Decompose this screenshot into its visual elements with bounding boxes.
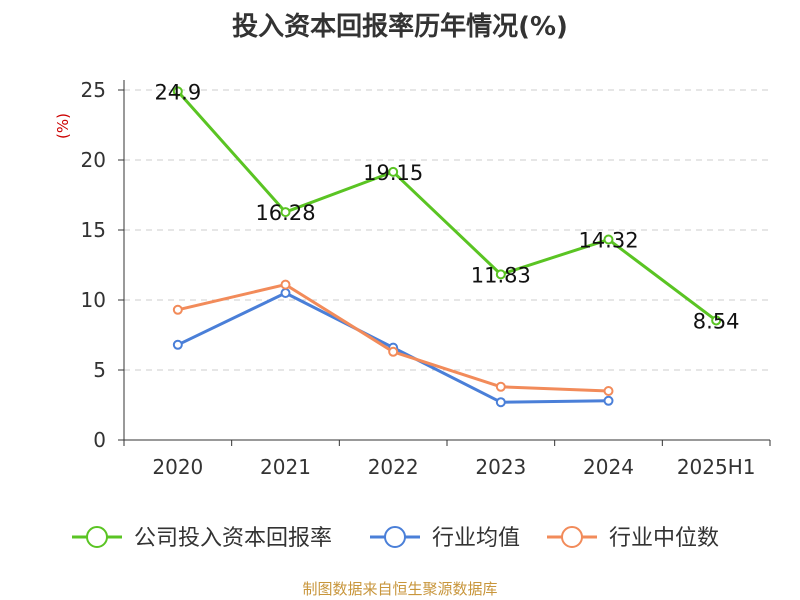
data-label: 24.9	[154, 80, 201, 104]
data-label: 8.54	[693, 309, 740, 333]
chart-title: 投入资本回报率历年情况(%)	[232, 12, 568, 42]
series-line	[176, 90, 718, 322]
data-point	[603, 234, 614, 245]
data-label: 16.28	[255, 201, 315, 225]
data-point	[388, 166, 399, 177]
data-point	[280, 279, 291, 290]
legend-label: 行业中位数	[609, 526, 719, 551]
data-point	[172, 304, 183, 315]
x-tick-label: 2022	[368, 455, 419, 479]
y-tick-label: 15	[81, 218, 106, 242]
data-point	[280, 207, 291, 218]
legend-marker	[86, 526, 108, 548]
y-axis-label: (%)	[54, 113, 72, 139]
x-tick-label: 2020	[152, 455, 203, 479]
data-label: 11.83	[471, 263, 531, 287]
data-point	[172, 86, 183, 97]
legend-label: 公司投入资本回报率	[134, 526, 332, 551]
source-note: 制图数据来自恒生聚源数据库	[302, 580, 498, 598]
data-point	[280, 288, 291, 298]
x-tick-label: 2021	[260, 455, 311, 479]
data-label: 19.15	[363, 161, 423, 185]
data-point	[495, 269, 506, 280]
y-tick-label: 25	[81, 78, 106, 102]
x-tick-label: 2023	[475, 455, 526, 479]
data-point	[603, 386, 614, 396]
legend-marker	[384, 526, 406, 548]
data-point	[495, 381, 506, 392]
legend-label: 行业均值	[432, 526, 520, 551]
data-point	[172, 339, 183, 350]
data-point	[711, 315, 722, 326]
x-tick-label: 2025H1	[677, 455, 756, 479]
data-point	[603, 395, 614, 406]
data-label: 14.32	[578, 229, 638, 253]
data-point	[495, 397, 506, 408]
data-point	[388, 346, 399, 357]
series-line	[177, 283, 609, 393]
y-tick-label: 0	[93, 428, 106, 452]
x-tick-label: 2024	[583, 455, 634, 479]
y-tick-label: 10	[81, 288, 106, 312]
y-tick-label: 5	[93, 358, 106, 382]
legend-marker	[561, 526, 583, 548]
y-tick-label: 20	[81, 148, 106, 172]
